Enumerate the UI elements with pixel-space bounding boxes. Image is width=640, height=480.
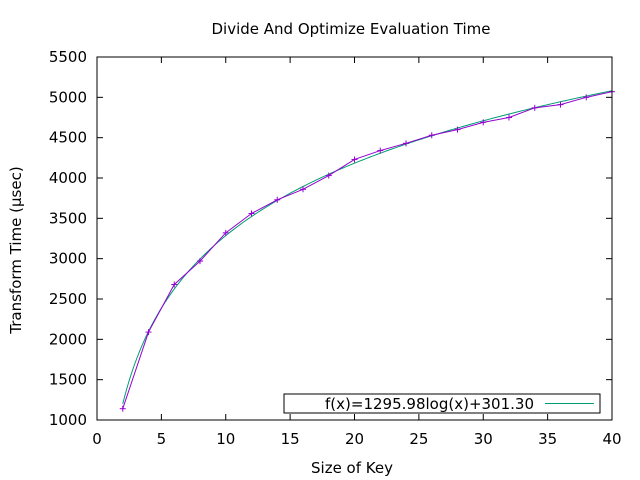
data-point: [248, 210, 255, 217]
data-point: [531, 104, 538, 111]
y-tick-label: 3500: [49, 209, 87, 227]
data-point: [506, 114, 512, 121]
y-tick-label: 2000: [49, 330, 87, 348]
data-point: [300, 186, 306, 193]
y-tick-label: 5500: [49, 48, 87, 66]
measured-line: [122, 91, 613, 409]
data-point: [222, 229, 229, 236]
x-tick-label: 40: [602, 430, 621, 448]
data-point: [171, 281, 178, 288]
data-point: [119, 405, 126, 412]
chart-title: Divide And Optimize Evaluation Time: [212, 20, 491, 38]
legend-box: [283, 393, 601, 414]
x-tick-label: 10: [216, 430, 235, 448]
y-tick-label: 4500: [49, 129, 87, 147]
data-point: [274, 196, 281, 203]
data-point: [557, 101, 564, 108]
data-point: [454, 126, 461, 133]
y-tick-label: 5000: [49, 88, 87, 106]
y-tick-label: 4000: [49, 169, 87, 187]
x-tick-label: 25: [409, 430, 428, 448]
x-tick-label: 35: [538, 430, 557, 448]
fit-curve: [122, 90, 613, 405]
x-axis-label: Size of Key: [311, 459, 393, 477]
data-point: [377, 147, 384, 154]
x-tick-label: 20: [345, 430, 364, 448]
plot-frame: [96, 56, 613, 421]
x-tick-label: 30: [474, 430, 493, 448]
data-point: [428, 132, 435, 139]
y-tick-group: 1000 1500 2000 2500 3000 3500 4000 4500 5000 5500: [49, 48, 612, 429]
series-layer: [119, 88, 615, 412]
legend-label-fit: f(x)=1295.98log(x)+301.30: [325, 395, 534, 413]
data-point: [197, 258, 203, 265]
data-point: [351, 156, 358, 163]
data-point: [325, 172, 332, 179]
x-tick-group: 0 5 10 15 20 25 30 35 40: [92, 57, 622, 448]
y-tick-label: 1500: [49, 371, 87, 389]
data-point: [480, 119, 487, 126]
y-tick-label: 3000: [49, 250, 87, 268]
data-point: [583, 94, 590, 101]
y-tick-label: 1000: [49, 411, 87, 429]
legend: f(x)=1295.98log(x)+301.30: [283, 393, 601, 414]
x-tick-label: 0: [92, 430, 102, 448]
x-tick-label: 15: [281, 430, 300, 448]
y-tick-label: 2500: [49, 290, 87, 308]
data-point: [403, 140, 409, 147]
x-tick-label: 5: [157, 430, 167, 448]
data-point: [145, 329, 152, 336]
y-axis-label: Transform Time (µsec): [7, 166, 25, 334]
